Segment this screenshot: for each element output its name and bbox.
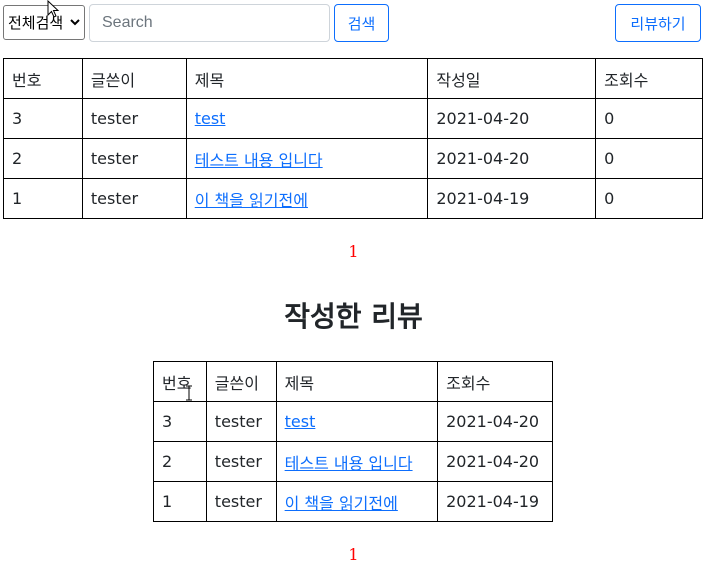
table-header-row: 번호 글쓴이 제목 작성일 조회수 (3, 58, 703, 99)
search-button[interactable]: 검색 (334, 4, 389, 42)
column-header-title: 제목 (275, 361, 439, 402)
write-review-button[interactable]: 리뷰하기 (615, 4, 701, 42)
column-header-no: 번호 (3, 58, 83, 99)
table-row: 2 tester 테스트 내용 입니다 2021-04-20 (153, 441, 553, 482)
search-filter-select[interactable]: 전체검색 (3, 5, 85, 40)
column-header-author: 글쓴이 (81, 58, 187, 99)
pagination: 1 (0, 545, 707, 564)
post-title-link[interactable]: 테스트 내용 입니다 (194, 150, 323, 170)
column-header-no: 번호 (153, 361, 207, 402)
table-row: 3 tester test 2021-04-20 0 (3, 98, 703, 139)
cell-date: 2021-04-20 (437, 441, 553, 482)
column-header-date: 작성일 (427, 58, 597, 99)
cell-author: tester (81, 138, 187, 179)
cell-date: 2021-04-19 (427, 178, 597, 219)
board-table: 번호 글쓴이 제목 작성일 조회수 3 tester test 2021-04-… (3, 58, 703, 219)
cell-title: test (275, 401, 439, 442)
cell-views: 0 (595, 138, 703, 179)
search-bar: 전체검색 검색 리뷰하기 (3, 0, 703, 42)
column-header-views: 조회수 (437, 361, 553, 402)
cell-author: tester (81, 98, 187, 139)
cell-no: 1 (153, 481, 207, 522)
table-row: 1 tester 이 책을 읽기전에 2021-04-19 (153, 481, 553, 522)
table-row: 2 tester 테스트 내용 입니다 2021-04-20 0 (3, 138, 703, 179)
page-number-link[interactable]: 1 (348, 242, 359, 261)
review-title-link[interactable]: 테스트 내용 입니다 (284, 453, 413, 473)
cell-author: tester (205, 481, 277, 522)
chevron-down-icon (70, 19, 80, 26)
review-title-link[interactable]: 이 책을 읽기전에 (284, 493, 398, 513)
cell-title: 이 책을 읽기전에 (275, 481, 439, 522)
cell-date: 2021-04-20 (427, 138, 597, 179)
search-filter-value: 전체검색 (8, 14, 64, 32)
cell-date: 2021-04-20 (437, 401, 553, 442)
column-header-author: 글쓴이 (205, 361, 277, 402)
post-title-link[interactable]: 이 책을 읽기전에 (194, 190, 308, 210)
page-number-link[interactable]: 1 (348, 545, 359, 564)
cell-title: test (185, 98, 429, 139)
cell-no: 2 (3, 138, 83, 179)
mouse-cursor-icon (47, 0, 60, 18)
cell-views: 0 (595, 98, 703, 139)
cell-no: 1 (3, 178, 83, 219)
pagination: 1 (0, 242, 707, 261)
cell-views: 0 (595, 178, 703, 219)
search-input[interactable] (89, 4, 330, 42)
cell-title: 이 책을 읽기전에 (185, 178, 429, 219)
cell-author: tester (205, 441, 277, 482)
table-row: 3 tester test 2021-04-20 (153, 401, 553, 442)
my-reviews-table: 번호 글쓴이 제목 조회수 3 tester test 2021-04-20 2… (153, 361, 553, 522)
cell-no: 3 (3, 98, 83, 139)
section-title: 작성한 리뷰 (284, 300, 423, 333)
cell-author: tester (81, 178, 187, 219)
column-header-title: 제목 (185, 58, 429, 99)
table-header-row: 번호 글쓴이 제목 조회수 (153, 361, 553, 402)
cell-no: 3 (153, 401, 207, 442)
text-cursor-icon (186, 385, 192, 401)
table-row: 1 tester 이 책을 읽기전에 2021-04-19 0 (3, 178, 703, 219)
cell-title: 테스트 내용 입니다 (185, 138, 429, 179)
cell-author: tester (205, 401, 277, 442)
cell-no: 2 (153, 441, 207, 482)
cell-title: 테스트 내용 입니다 (275, 441, 439, 482)
review-title-link[interactable]: test (284, 412, 316, 431)
cell-date: 2021-04-20 (427, 98, 597, 139)
cell-date: 2021-04-19 (437, 481, 553, 522)
column-header-views: 조회수 (595, 58, 703, 99)
post-title-link[interactable]: test (194, 109, 226, 128)
